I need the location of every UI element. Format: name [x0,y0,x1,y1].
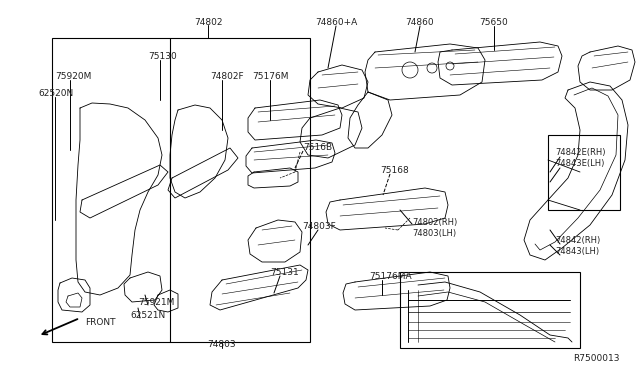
Text: 75176MA: 75176MA [369,272,412,281]
Text: 74860+A: 74860+A [315,18,357,27]
Text: 75176M: 75176M [252,72,289,81]
Bar [52,38,310,342]
Text: 75130: 75130 [148,52,177,61]
Text: 7516B: 7516B [303,143,332,152]
Text: 74843E(LH): 74843E(LH) [555,159,604,168]
Text: FRONT: FRONT [85,318,115,327]
Text: 74803(LH): 74803(LH) [412,229,456,238]
Text: 75920M: 75920M [55,72,92,81]
Text: 74842(RH): 74842(RH) [555,236,600,245]
Text: R7500013: R7500013 [573,354,620,363]
Text: 75921M: 75921M [138,298,174,307]
Text: 74843(LH): 74843(LH) [555,247,599,256]
Text: 74803F: 74803F [302,222,336,231]
Text: 75650: 75650 [479,18,508,27]
Text: 74802F: 74802F [210,72,244,81]
Bar [548,135,620,210]
Text: 62520N: 62520N [38,89,73,98]
Text: 74802(RH): 74802(RH) [412,218,457,227]
Text: 62521N: 62521N [130,311,165,320]
Text: 75168: 75168 [380,166,409,175]
Bar [400,272,580,348]
Text: 75131: 75131 [270,268,299,277]
Text: 74802: 74802 [194,18,222,27]
Text: 74842E(RH): 74842E(RH) [555,148,605,157]
Text: 74803: 74803 [208,340,236,349]
Text: 74860: 74860 [406,18,435,27]
